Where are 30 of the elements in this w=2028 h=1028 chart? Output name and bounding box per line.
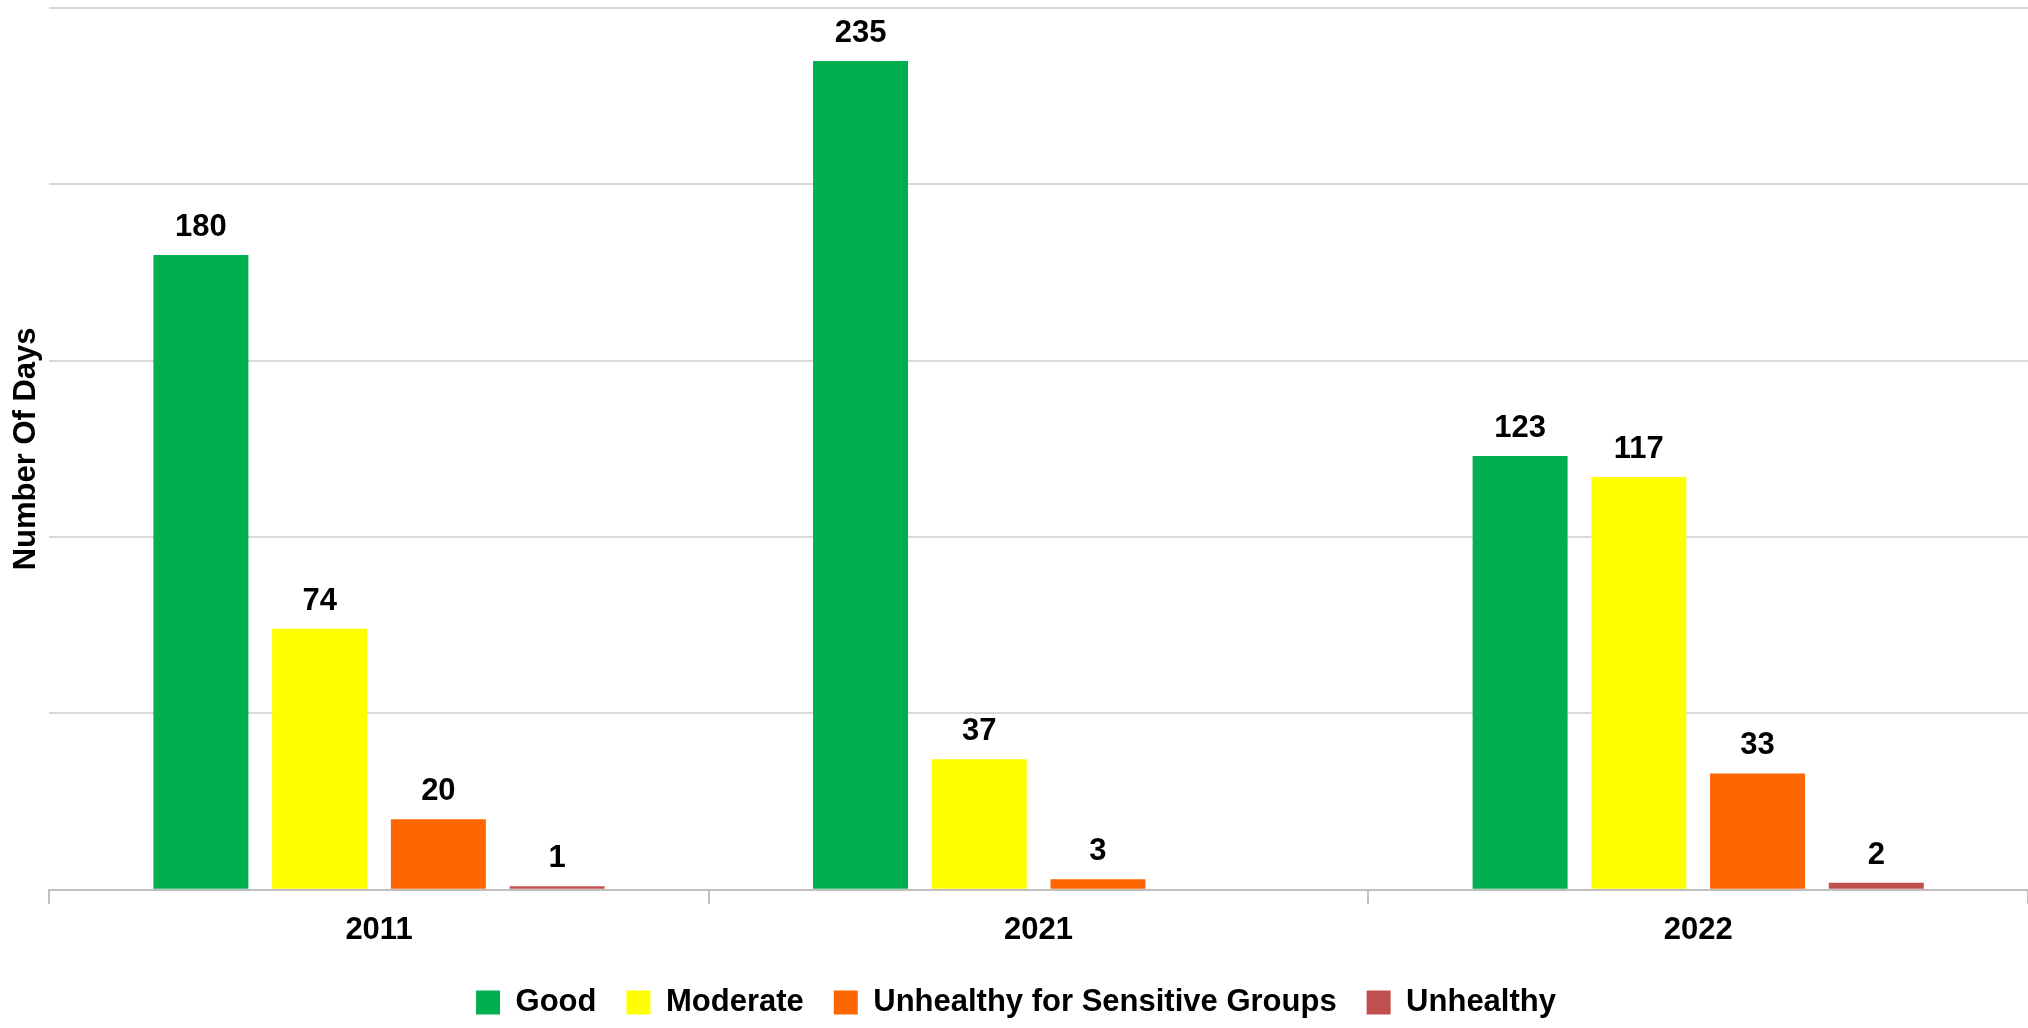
legend-label: Moderate bbox=[665, 983, 804, 1019]
data-label: 2 bbox=[1867, 835, 1885, 871]
data-label: 3 bbox=[1089, 832, 1107, 868]
data-label: 123 bbox=[1494, 409, 1546, 444]
bar bbox=[813, 60, 908, 889]
bar bbox=[1710, 773, 1806, 889]
bar bbox=[1828, 882, 1924, 889]
bar bbox=[931, 759, 1027, 889]
y-axis-title: Number Of Days bbox=[7, 327, 43, 571]
data-label: 20 bbox=[421, 772, 456, 808]
data-label: 235 bbox=[834, 13, 887, 49]
bar bbox=[509, 886, 605, 889]
legend-label: Unhealthy for Sensitive Groups bbox=[873, 983, 1337, 1019]
legend-label: Unhealthy bbox=[1406, 983, 1557, 1019]
legend-label: Good bbox=[515, 983, 597, 1019]
bar bbox=[390, 819, 486, 889]
bar bbox=[272, 628, 368, 889]
x-tick-label: 2022 bbox=[1663, 910, 1733, 946]
data-label: 37 bbox=[961, 712, 997, 748]
data-label: 74 bbox=[302, 581, 338, 617]
data-label: 117 bbox=[1613, 430, 1664, 466]
data-label: 1 bbox=[548, 839, 566, 875]
x-tick-label: 2011 bbox=[345, 910, 413, 946]
bar bbox=[1591, 477, 1687, 889]
bar bbox=[1472, 455, 1568, 889]
data-label: 180 bbox=[175, 207, 227, 243]
x-tick-label: 2021 bbox=[1004, 910, 1074, 946]
data-label: 33 bbox=[1740, 726, 1775, 762]
bar bbox=[1050, 879, 1146, 889]
bar bbox=[153, 254, 249, 889]
